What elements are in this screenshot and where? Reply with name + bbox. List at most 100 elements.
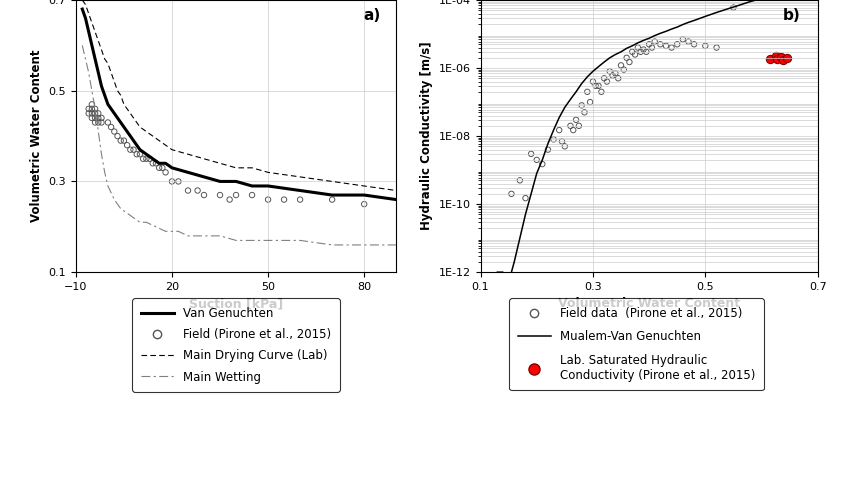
Point (642, 40, 656, 48)
Point (524, 150, 538, 158)
Point (775, 53, 788, 61)
Point (261, 196, 275, 204)
Point (620, 54, 633, 62)
Point (682, 38, 695, 46)
Point (181, 187, 195, 194)
Point (92, 114, 105, 122)
Point (648, 38, 662, 46)
Y-axis label: Hydraulic Conductivity [m/s]: Hydraulic Conductivity [m/s] (420, 42, 433, 230)
Point (513, 176, 527, 184)
Point (600, 78, 614, 86)
Point (592, 82, 605, 90)
Point (156, 164, 169, 172)
Text: a): a) (363, 8, 380, 23)
Point (569, 116, 583, 124)
Point (85, 105, 99, 113)
Point (626, 48, 639, 56)
Point (121, 141, 134, 149)
Point (609, 69, 622, 77)
Point (556, 138, 569, 145)
Point (603, 68, 616, 75)
Point (659, 42, 673, 50)
Legend: Van Genuchten, Field (Pirone et al., 2015), Main Drying Curve (Lab), Main Wettin: Van Genuchten, Field (Pirone et al., 201… (132, 298, 340, 392)
Point (89, 114, 102, 122)
Point (763, 55, 776, 63)
Point (631, 44, 645, 52)
Point (771, 54, 784, 62)
Point (126, 146, 140, 154)
Point (92, 119, 105, 126)
Point (780, 54, 793, 62)
Point (82, 105, 95, 113)
Point (687, 40, 701, 48)
Point (572, 122, 586, 130)
Point (137, 155, 150, 163)
Point (606, 72, 620, 80)
Point (617, 66, 631, 73)
Point (589, 82, 603, 90)
Point (769, 52, 782, 60)
Point (535, 160, 549, 168)
Point (85, 114, 99, 122)
Point (133, 150, 147, 158)
Point (124, 146, 137, 154)
Point (108, 128, 121, 136)
Point (577, 108, 591, 116)
Point (710, 44, 723, 52)
Point (598, 74, 611, 82)
Point (665, 44, 679, 52)
Point (581, 88, 594, 96)
Point (776, 56, 790, 64)
Point (558, 142, 572, 150)
Point (142, 155, 156, 163)
Point (566, 126, 580, 134)
Point (615, 61, 628, 69)
Point (130, 150, 143, 158)
Point (586, 78, 599, 86)
Point (547, 136, 561, 143)
Point (165, 177, 179, 185)
Point (85, 101, 99, 108)
Point (213, 191, 227, 199)
Point (153, 164, 166, 172)
Point (223, 196, 236, 204)
Point (357, 200, 371, 208)
Legend: Field data  (Pirone et al., 2015), Mualem-Van Genuchten, Lab. Saturated Hydrauli: Field data (Pirone et al., 2015), Mualem… (509, 298, 764, 390)
Point (82, 109, 95, 117)
Point (594, 88, 608, 96)
Point (229, 191, 243, 199)
Point (158, 169, 172, 176)
Point (640, 48, 653, 56)
Point (114, 137, 127, 144)
Point (245, 191, 259, 199)
Point (140, 155, 153, 163)
Point (699, 42, 712, 50)
Y-axis label: Volumetric Water Content: Volumetric Water Content (30, 50, 43, 222)
Point (325, 196, 339, 204)
Point (575, 102, 588, 109)
Point (89, 105, 102, 113)
Point (636, 46, 650, 53)
Point (89, 119, 102, 126)
Point (94, 119, 108, 126)
Text: b): b) (783, 8, 801, 23)
Point (105, 123, 118, 131)
Point (530, 156, 544, 164)
Point (277, 196, 291, 204)
Point (191, 187, 204, 194)
X-axis label: Volumetric Water Content: Volumetric Water Content (558, 297, 740, 311)
Point (117, 137, 131, 144)
X-axis label: Suction [kPa]: Suction [kPa] (189, 297, 283, 311)
Point (85, 109, 99, 117)
Point (583, 98, 597, 106)
Point (611, 74, 625, 82)
Point (89, 109, 102, 117)
Point (628, 51, 642, 58)
Point (505, 190, 518, 198)
Point (727, 4, 740, 12)
Point (645, 44, 658, 52)
Point (197, 191, 211, 199)
Point (172, 177, 185, 185)
Point (146, 159, 159, 167)
Point (293, 196, 307, 204)
